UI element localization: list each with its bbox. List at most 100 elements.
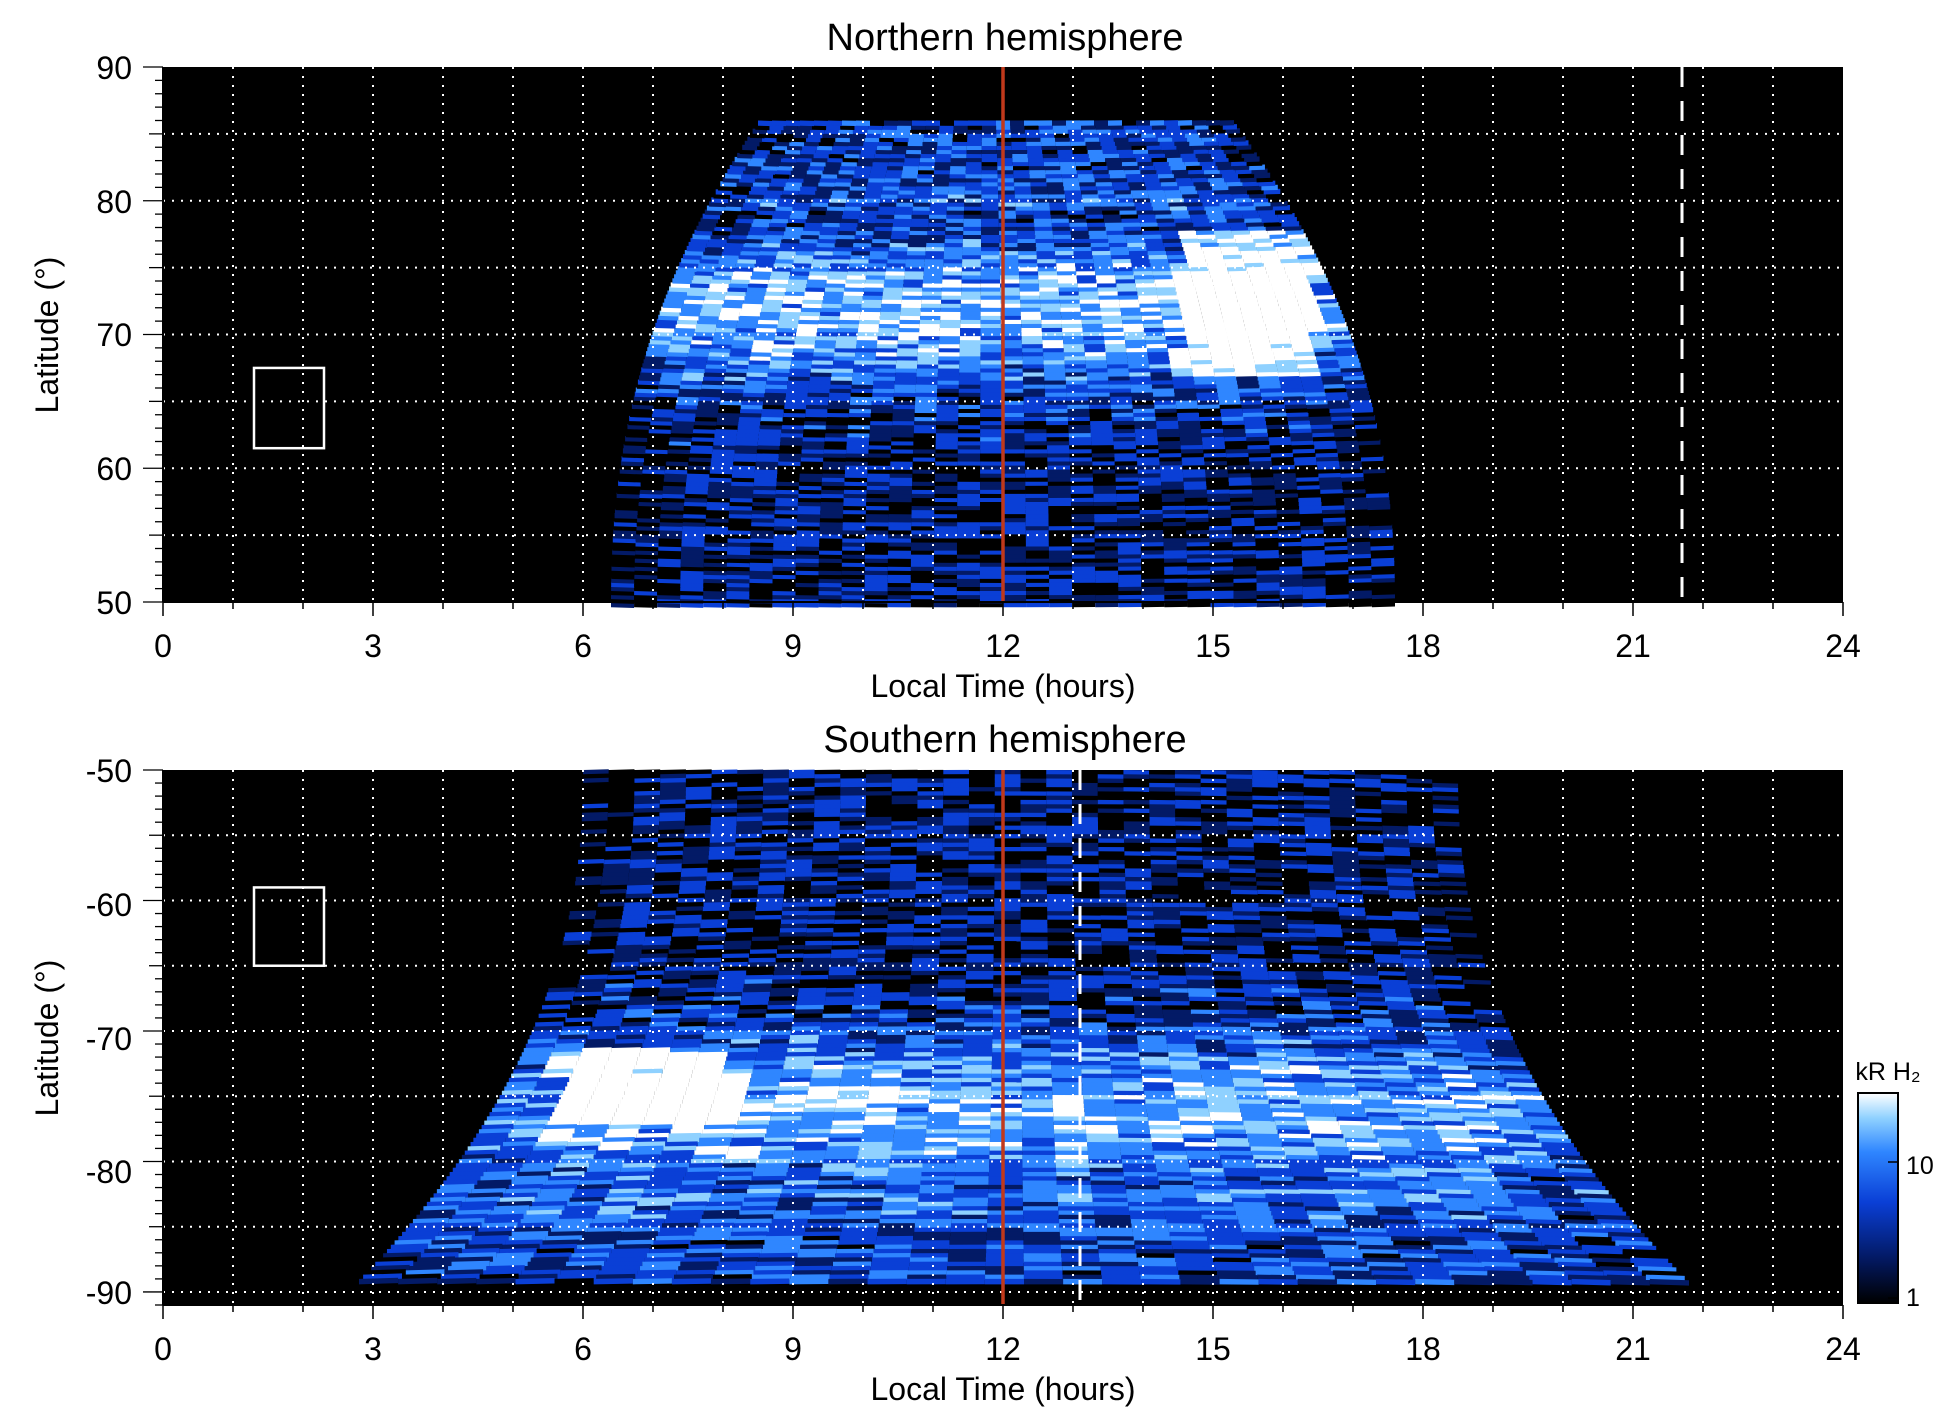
north-emission-streak <box>887 577 911 584</box>
north-emission-streak <box>957 508 980 515</box>
north-emission-streak <box>979 577 1003 583</box>
north-x-tick-12: 12 <box>985 628 1021 664</box>
north-emission-streak <box>1025 553 1049 559</box>
north-emission-streak <box>1094 549 1118 555</box>
north-emission-streak <box>1002 577 1027 583</box>
north-emission-streak <box>865 537 889 543</box>
north-emission-streak <box>1093 504 1117 511</box>
north-emission-streak <box>979 541 1003 547</box>
north-emission-streak <box>1002 512 1026 519</box>
north-x-tick-15: 15 <box>1195 628 1231 664</box>
north-emission-streak <box>1002 585 1027 592</box>
north-emission-streak <box>864 553 888 559</box>
north-emission-streak <box>1002 581 1027 587</box>
north-emission-streak <box>1192 120 1206 126</box>
north-emission-streak <box>956 549 980 555</box>
north-emission-streak <box>1048 504 1072 511</box>
north-emission-streak <box>1117 537 1141 543</box>
north-emission-streak <box>933 553 957 559</box>
north-emission-streak <box>956 573 980 579</box>
north-emission-streak <box>866 504 889 511</box>
north-emission-streak <box>940 120 954 126</box>
north-emission-streak <box>910 602 934 608</box>
north-emission-streak <box>1095 565 1119 571</box>
north-emission-streak <box>866 496 890 503</box>
north-emission-streak <box>1072 561 1096 567</box>
north-emission-streak <box>1049 589 1073 596</box>
north-emission-streak <box>979 521 1003 527</box>
north-emission-streak <box>1150 120 1164 126</box>
north-emission-streak <box>1048 537 1072 543</box>
north-emission-streak <box>956 602 980 608</box>
north-emission-streak <box>1095 557 1119 563</box>
north-emission-streak <box>910 569 934 575</box>
north-emission-streak <box>910 561 934 567</box>
north-emission-streak <box>1118 573 1142 579</box>
north-emission-streak <box>933 589 957 596</box>
north-y-tick-70: 70 <box>96 317 132 353</box>
north-emission-streak <box>1118 581 1142 587</box>
north-emission-streak <box>1095 601 1119 608</box>
north-emission-streak <box>911 521 935 527</box>
north-emission-streak <box>979 585 1003 592</box>
north-emission-streak <box>1025 561 1050 567</box>
north-panel: Northern hemisphere 90 80 70 60 50 0 3 6… <box>29 17 1861 704</box>
north-emission-streak <box>1071 537 1095 543</box>
north-emission-streak <box>1072 593 1096 600</box>
north-emission-streak <box>1002 525 1026 531</box>
north-emission-streak <box>1117 545 1141 551</box>
north-emission-streak <box>1116 508 1140 515</box>
north-emission-streak <box>887 569 911 576</box>
north-emission-streak <box>888 545 912 551</box>
north-emission-streak <box>1049 565 1073 571</box>
north-emission-streak <box>864 577 888 584</box>
north-x-tick-24: 24 <box>1825 628 1861 664</box>
south-panel: Southern hemisphere -50 -60 -70 -80 -90 … <box>29 719 1861 1407</box>
north-emission-streak <box>1094 120 1108 126</box>
north-emission-streak <box>979 549 1003 555</box>
north-emission-streak <box>1025 525 1049 531</box>
north-emission-streak <box>888 504 912 511</box>
north-emission-streak <box>979 589 1003 596</box>
north-emission-streak <box>1071 512 1095 519</box>
north-emission-streak <box>1048 545 1072 551</box>
north-emission-streak <box>934 537 958 543</box>
north-emission-streak <box>1025 529 1049 535</box>
north-emission-streak <box>957 537 980 543</box>
north-y-tick-50: 50 <box>96 585 132 621</box>
north-emission-streak <box>957 512 980 519</box>
north-emission-streak <box>1025 537 1049 543</box>
north-emission-streak <box>1117 532 1141 539</box>
north-emission-streak <box>1072 589 1096 596</box>
north-emission-streak <box>1003 601 1027 608</box>
north-emission-streak <box>866 500 889 507</box>
north-emission-streak <box>979 593 1003 600</box>
north-emission-streak <box>1048 520 1072 527</box>
north-heatmap <box>611 120 1395 608</box>
north-emission-streak <box>1002 529 1026 535</box>
north-emission-streak <box>1024 120 1038 126</box>
north-emission-streak <box>1080 120 1094 126</box>
north-emission-streak <box>1002 545 1026 551</box>
north-emission-streak <box>1038 120 1052 126</box>
north-emission-streak <box>888 525 912 531</box>
north-emission-streak <box>887 589 911 596</box>
north-y-tick-90: 90 <box>96 50 132 86</box>
north-emission-streak <box>934 521 958 527</box>
north-emission-streak <box>934 500 958 507</box>
north-emission-streak <box>1002 541 1026 547</box>
north-emission-streak <box>956 581 980 588</box>
north-emission-streak <box>934 529 958 535</box>
north-emission-streak <box>1025 512 1049 519</box>
north-emission-streak <box>1095 569 1119 575</box>
north-emission-streak <box>887 602 911 608</box>
north-emission-streak <box>982 120 996 126</box>
north-emission-streak <box>1122 120 1136 126</box>
north-emission-streak <box>1002 553 1026 559</box>
north-emission-streak <box>1118 577 1142 583</box>
north-emission-streak <box>1117 520 1141 527</box>
north-emission-streak <box>910 553 934 559</box>
north-emission-streak <box>772 120 786 127</box>
north-emission-streak <box>1071 533 1095 539</box>
north-emission-streak <box>887 561 911 567</box>
